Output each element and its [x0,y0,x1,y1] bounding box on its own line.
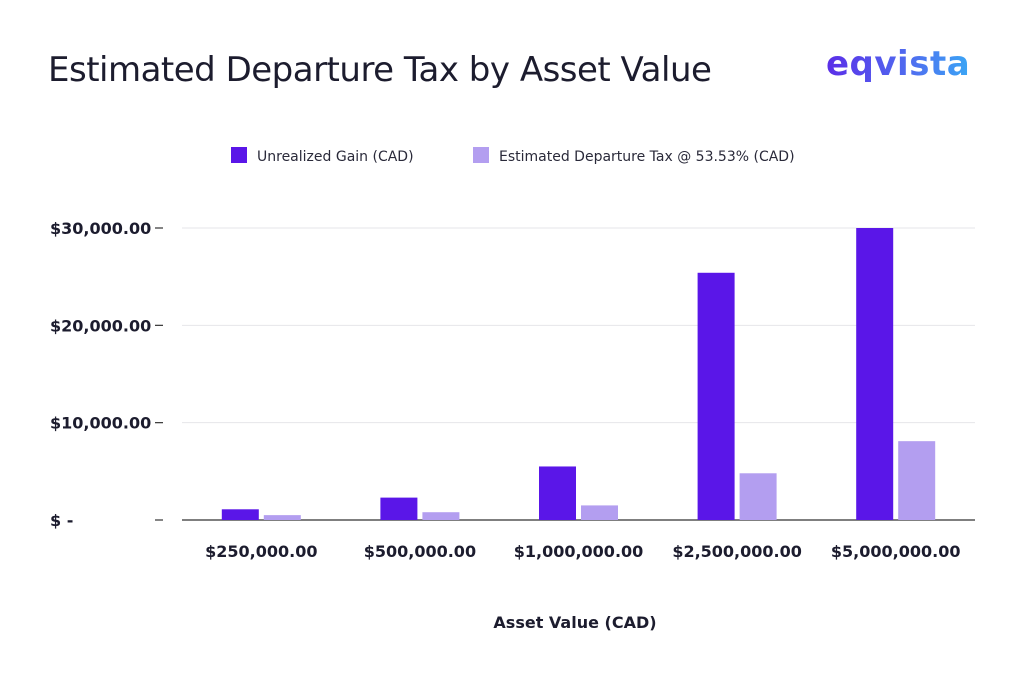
bar-departure-tax [263,515,301,520]
y-tick-label: $30,000.00 [50,219,151,238]
x-tick-label: $5,000,000.00 [831,542,961,561]
x-tick-label: $500,000.00 [364,542,476,561]
bar-departure-tax [739,473,777,520]
gridlines [182,227,975,521]
x-axis-title: Asset Value (CAD) [493,613,656,632]
x-tick-label: $2,500,000.00 [672,542,802,561]
y-tick-label: $20,000.00 [50,316,151,335]
x-axis: $250,000.00 $500,000.00 $1,000,000.00 $2,50… [205,542,960,561]
legend-swatch [473,147,489,163]
legend-label: Unrealized Gain (CAD) [257,149,414,165]
y-tick-label: $10,000.00 [50,414,151,433]
bar-unrealized-gain [221,509,259,520]
bar-unrealized-gain [697,272,735,520]
bar-unrealized-gain [539,466,576,520]
bar-unrealized-gain [856,228,894,520]
x-tick-label: $250,000.00 [205,542,317,561]
legend-swatch [231,147,247,163]
legend-label: Estimated Departure Tax @ 53.53% (CAD) [499,149,795,165]
eqvista-logo: eqvista [826,44,971,84]
chart-title: Estimated Departure Tax by Asset Value [48,50,712,90]
x-tick-label: $1,000,000.00 [514,542,644,561]
bar-departure-tax [422,512,460,520]
y-axis: $ - $10,000.00 $20,000.00 $30,000.00 [50,219,163,530]
bar-departure-tax [898,441,936,520]
bar-unrealized-gain [380,497,418,520]
bar-departure-tax [581,505,618,520]
y-tick-label: $ - [50,511,73,530]
bars [221,228,936,520]
legend: Unrealized Gain (CAD) Estimated Departure… [231,147,795,165]
